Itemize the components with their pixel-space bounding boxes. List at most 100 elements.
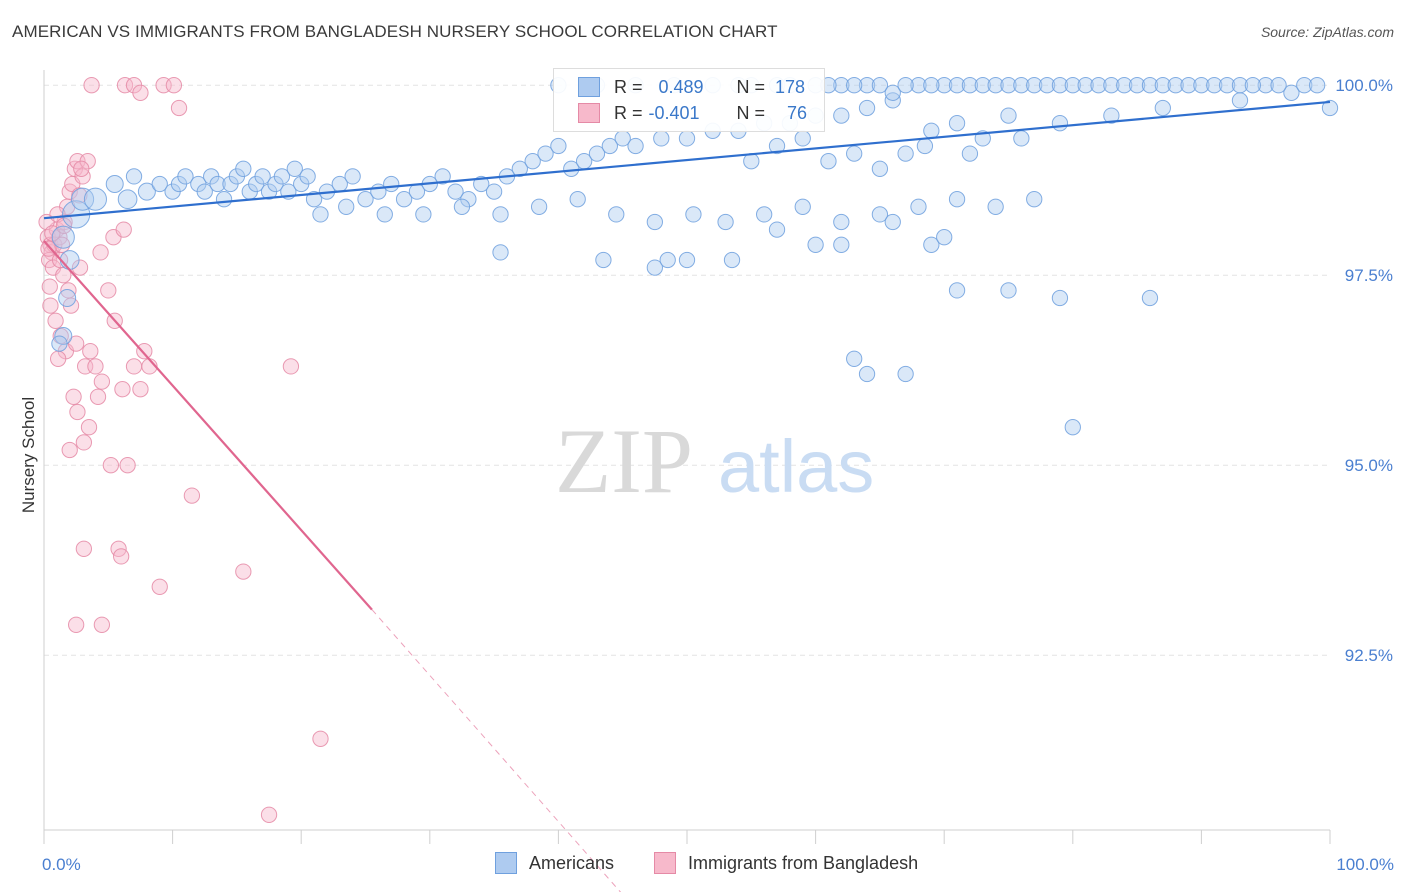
americans-point — [948, 77, 966, 94]
americans-point — [884, 213, 901, 231]
americans-point — [627, 137, 644, 155]
americans-point — [948, 115, 966, 132]
americans-point — [858, 365, 876, 383]
americans-point — [1051, 115, 1069, 132]
americans-point — [235, 160, 252, 177]
americans-point — [646, 213, 663, 231]
bangladesh-point — [115, 221, 132, 238]
americans-swatch — [578, 77, 600, 97]
americans-point — [588, 145, 606, 162]
bangladesh-point — [40, 240, 57, 257]
americans-point — [846, 77, 863, 94]
americans-point — [1026, 77, 1043, 94]
americans-point — [177, 168, 194, 185]
bangladesh-point — [61, 441, 78, 459]
americans-point — [659, 251, 676, 269]
americans-point — [1103, 107, 1120, 124]
watermark-zip: ZIP — [555, 410, 693, 512]
americans-point — [768, 221, 786, 238]
americans-point — [897, 77, 914, 94]
bangladesh-point — [65, 388, 82, 405]
americans-point — [833, 213, 850, 231]
americans-point — [871, 160, 889, 177]
americans-point — [923, 122, 940, 139]
americans-trend-line — [43, 100, 1331, 220]
bangladesh-point — [47, 312, 64, 329]
americans-point — [51, 335, 68, 352]
x-tick-label: 0.0% — [42, 855, 81, 874]
americans-point — [299, 168, 316, 185]
americans-point — [1244, 77, 1261, 94]
legend-item-bangladesh[interactable]: Immigrants from Bangladesh — [654, 852, 918, 874]
americans-point — [846, 350, 863, 367]
bangladesh-point — [87, 358, 104, 375]
americans-point — [595, 251, 612, 269]
americans-point — [1296, 77, 1313, 94]
americans-point — [1141, 289, 1159, 307]
bangladesh-point — [113, 548, 130, 565]
americans-point — [58, 289, 77, 307]
americans-point — [723, 251, 741, 269]
americans-point — [1154, 99, 1171, 117]
n-label: N = — [736, 76, 766, 97]
bangladesh-point — [282, 358, 300, 375]
americans-point — [51, 225, 75, 249]
y-tick-label: 97.5% — [1345, 266, 1393, 285]
americans-point — [1270, 77, 1287, 94]
americans-point — [756, 206, 773, 223]
americans-point — [473, 175, 490, 193]
americans-point — [858, 99, 876, 117]
americans-r-value: 0.489 — [658, 76, 704, 97]
americans-point — [415, 206, 432, 223]
americans-point — [1077, 77, 1094, 94]
bangladesh-point — [80, 419, 98, 436]
tick-labels: 100.0% 97.5% 95.0% 92.5% 0.0% 100.0% — [42, 76, 1394, 874]
americans-point — [601, 137, 618, 155]
bangladesh-point — [73, 160, 90, 177]
americans-point — [447, 183, 464, 200]
bangladesh-point — [41, 278, 58, 295]
americans-point — [646, 259, 663, 276]
americans-point — [273, 168, 291, 185]
americans-point — [910, 77, 927, 94]
bangladesh-point — [170, 99, 188, 117]
americans-point — [807, 236, 824, 253]
americans-point — [961, 145, 979, 162]
americans-point — [1000, 107, 1017, 124]
americans-point — [1308, 77, 1326, 94]
legend-row-bangladesh: R = -0.401 N = 76 — [578, 101, 807, 125]
americans-point — [395, 191, 413, 208]
y-axis-label: Nursery School — [19, 397, 38, 513]
bangladesh-point — [93, 616, 111, 633]
americans-point — [1064, 419, 1081, 436]
axes — [43, 70, 1331, 844]
americans-point — [1000, 77, 1017, 94]
americans-point — [948, 191, 966, 208]
y-tick-label: 92.5% — [1345, 646, 1393, 665]
americans-point — [833, 107, 850, 124]
legend-item-americans[interactable]: Americans — [495, 852, 614, 874]
americans-point — [511, 160, 528, 177]
americans-point — [492, 206, 509, 223]
americans-point — [196, 183, 213, 200]
americans-point — [1051, 289, 1069, 307]
americans-point — [743, 153, 760, 170]
americans-point — [286, 160, 303, 177]
americans-point — [884, 84, 901, 101]
americans-point — [794, 130, 811, 147]
bangladesh-legend-swatch — [654, 852, 676, 874]
americans-point — [550, 137, 567, 155]
americans-point — [1257, 77, 1274, 94]
americans-point — [530, 198, 548, 215]
americans-point — [1206, 77, 1223, 94]
series-legend: Americans Immigrants from Bangladesh — [0, 852, 1406, 878]
bangladesh-point — [49, 350, 67, 367]
bangladesh-legend-label: Immigrants from Bangladesh — [688, 852, 919, 873]
bangladesh-point — [93, 373, 111, 390]
americans-point — [1064, 77, 1081, 94]
americans-point — [59, 250, 80, 270]
bangladesh-point — [132, 381, 149, 398]
bangladesh-point — [55, 267, 72, 284]
bangladesh-point — [68, 616, 85, 633]
americans-point — [948, 282, 966, 299]
